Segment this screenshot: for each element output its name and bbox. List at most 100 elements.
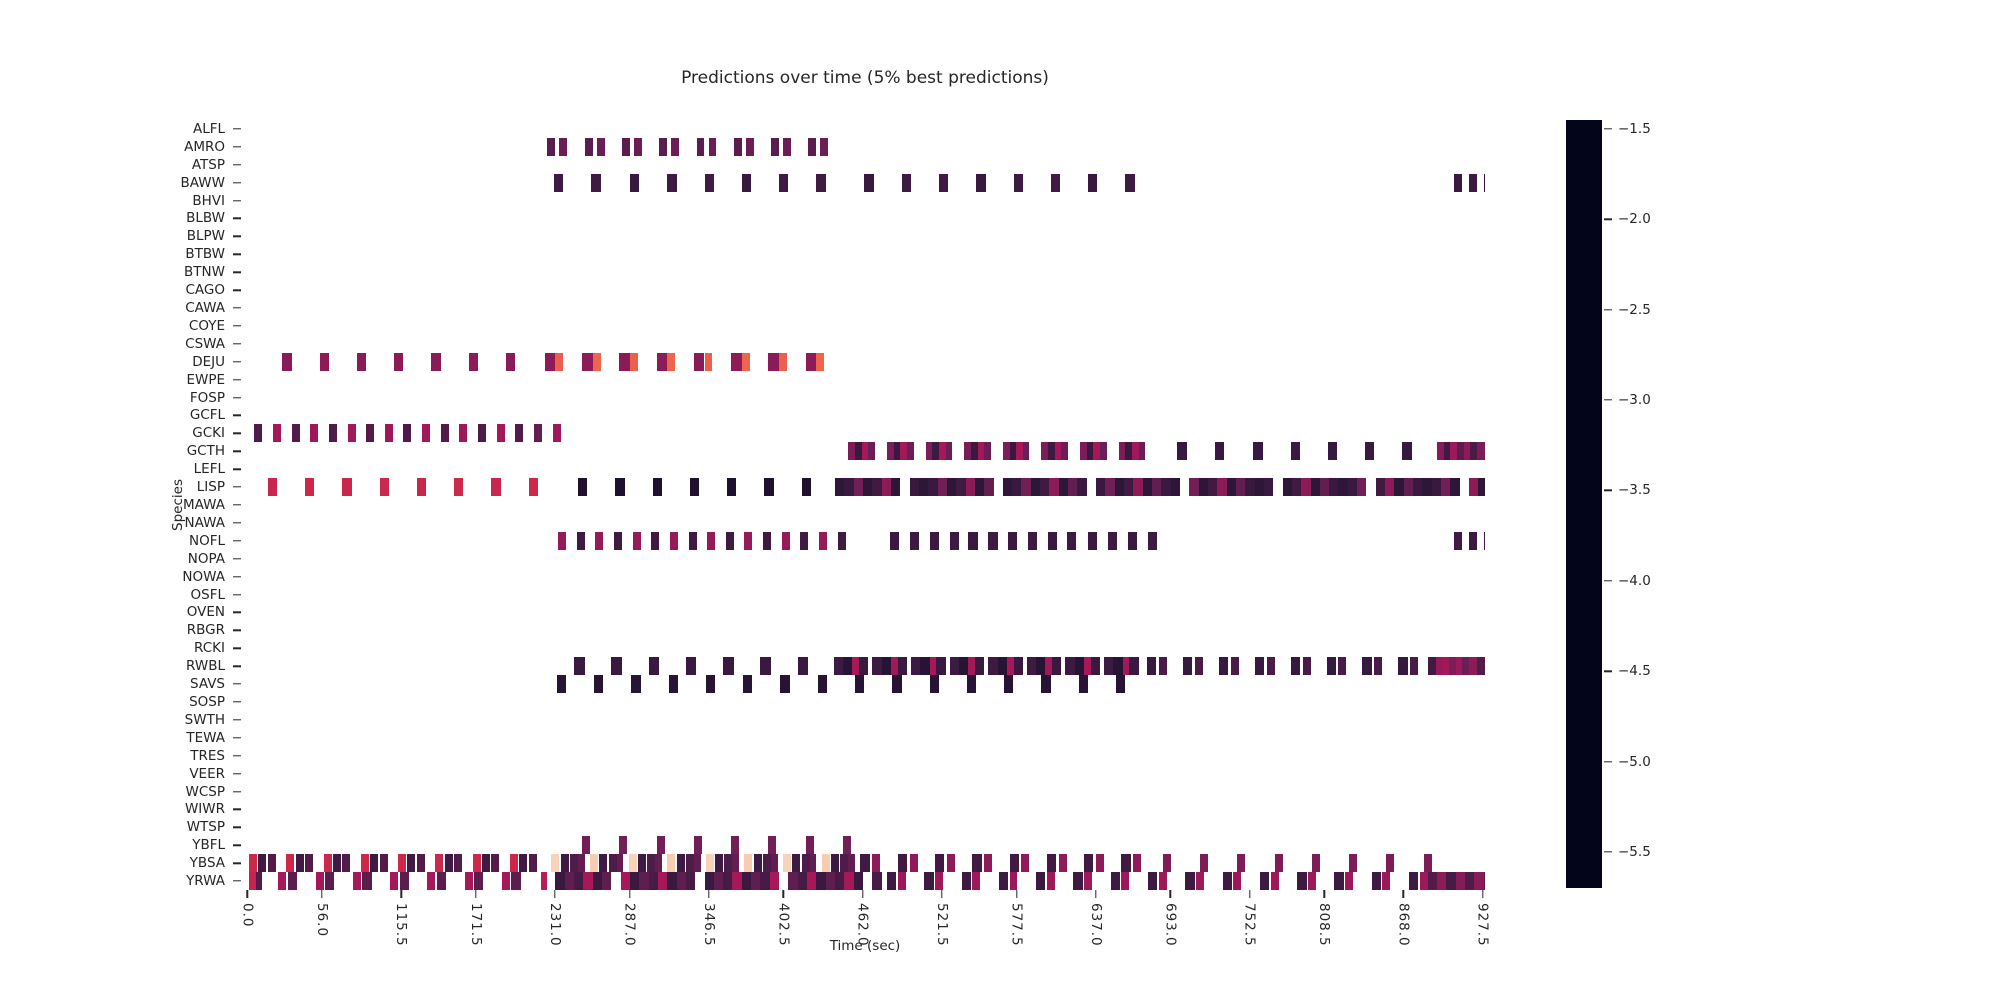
- heatmap-cell: [727, 478, 737, 497]
- heatmap-cell: [360, 854, 369, 873]
- heatmap-cell: [1263, 478, 1274, 497]
- heatmap-cell: [394, 352, 404, 371]
- heatmap-cell: [619, 352, 630, 371]
- x-tick-mark: [475, 890, 477, 898]
- heatmap-cell: [910, 657, 921, 676]
- x-tick-mark: [941, 890, 943, 898]
- y-tick-mark: [233, 164, 241, 166]
- heatmap-cell: [559, 137, 568, 156]
- y-tick-mark: [233, 593, 241, 596]
- heatmap-cell: [1253, 442, 1263, 461]
- y-tick-label: SAVS: [190, 676, 225, 693]
- x-tick-mark: [708, 890, 710, 898]
- y-tick-label: OVEN: [186, 604, 225, 621]
- heatmap-cell: [1046, 872, 1055, 890]
- heatmap-cell: [1437, 442, 1444, 461]
- heatmap-cell: [370, 854, 379, 873]
- heatmap-cell: [1177, 442, 1187, 461]
- heatmap-cell: [909, 854, 918, 873]
- heatmap-cell: [1435, 657, 1443, 676]
- heatmap-cell: [1365, 442, 1375, 461]
- colorbar-tick-label: −4.0: [1618, 572, 1651, 589]
- heatmap-cell: [1446, 872, 1456, 890]
- heatmap-cell: [628, 854, 637, 873]
- heatmap-cell: [901, 173, 911, 192]
- y-tick-label: CAWA: [185, 300, 225, 317]
- heatmap-cell: [707, 531, 716, 550]
- heatmap-cell: [1013, 173, 1023, 192]
- heatmap-cell: [1142, 478, 1152, 497]
- heatmap-cell: [1048, 442, 1055, 461]
- heatmap-cell: [864, 173, 874, 192]
- y-tick-label: WIWR: [184, 801, 225, 818]
- heatmap-cell: [961, 872, 971, 890]
- heatmap-cell: [741, 352, 750, 371]
- heatmap-cell: [1146, 657, 1156, 676]
- heatmap-cell: [848, 442, 855, 461]
- heatmap-cell: [964, 442, 971, 461]
- heatmap-cell: [464, 872, 473, 890]
- heatmap-cell: [1113, 657, 1123, 676]
- heatmap-cell: [1233, 872, 1242, 890]
- heatmap-cell: [797, 657, 809, 676]
- heatmap-cell: [753, 854, 762, 873]
- colorbar-tick-label: −5.5: [1618, 843, 1651, 860]
- heatmap-cell: [613, 531, 622, 550]
- heatmap-cell: [1394, 478, 1404, 497]
- heatmap-cell: [724, 854, 733, 873]
- heatmap-cell: [557, 531, 566, 550]
- y-tick-label: YBFL: [192, 837, 225, 854]
- x-tick-label: 287.0: [621, 903, 638, 947]
- heatmap-cell: [655, 854, 662, 873]
- heatmap-cell: [1158, 657, 1167, 676]
- heatmap-cell: [1080, 442, 1087, 461]
- x-tick-label: 808.5: [1316, 903, 1333, 947]
- y-tick-mark: [233, 343, 241, 345]
- x-tick-mark: [1095, 890, 1097, 898]
- heatmap-cell: [723, 657, 734, 676]
- heatmap-cell: [1386, 854, 1395, 873]
- heatmap-cell: [820, 137, 829, 156]
- heatmap-cell: [1455, 872, 1465, 890]
- heatmap-cell: [342, 854, 351, 873]
- heatmap-cell: [1194, 657, 1203, 676]
- colorbar: −1.5 −2.0 −2.5 −3.0 −3.5 −4.0 −4.5 −5.0 −5.5: [1566, 120, 1651, 888]
- heatmap-cell: [315, 872, 324, 890]
- heatmap-cell: [1474, 872, 1484, 890]
- heatmap-cell: [704, 872, 714, 890]
- heatmap-cell: [1449, 657, 1456, 676]
- heatmap-cell: [589, 854, 598, 873]
- heatmap-cell: [685, 854, 694, 873]
- heatmap-cell: [1125, 173, 1135, 192]
- heatmap-cell: [1329, 478, 1339, 497]
- y-tick-mark: [233, 701, 241, 703]
- colorbar-tick-label: −5.0: [1618, 753, 1651, 770]
- heatmap-cell: [1195, 872, 1204, 890]
- y-tick-label: LISP: [196, 479, 225, 496]
- heatmap-cell: [768, 352, 780, 371]
- y-tick-label: EWPE: [186, 371, 225, 388]
- chart-title: Predictions over time (5% best predictio…: [681, 68, 1049, 88]
- heatmap-cell: [515, 424, 524, 443]
- heatmap-cell: [248, 872, 256, 890]
- y-tick-label: CAGO: [185, 282, 225, 299]
- heatmap-cell: [676, 854, 685, 873]
- heatmap-cell: [657, 872, 668, 890]
- heatmap-cell: [671, 137, 680, 156]
- heatmap-cell: [528, 854, 537, 873]
- heatmap-cell: [853, 872, 863, 890]
- heatmap-cell: [427, 872, 436, 890]
- heatmap-cell: [780, 675, 790, 694]
- heatmap-cell: [482, 854, 491, 873]
- heatmap-cell: [637, 854, 646, 873]
- y-tick-mark: [233, 629, 241, 632]
- heatmap-cell: [731, 352, 742, 371]
- heatmap-cell: [555, 872, 565, 890]
- heatmap-cell: [555, 352, 564, 371]
- heatmap-cell: [743, 675, 753, 694]
- heatmap-cell: [860, 854, 870, 873]
- heatmap-cell: [1108, 531, 1118, 550]
- heatmap-area: [245, 120, 1485, 890]
- heatmap-cell: [771, 854, 778, 873]
- y-tick-label: CSWA: [185, 335, 225, 352]
